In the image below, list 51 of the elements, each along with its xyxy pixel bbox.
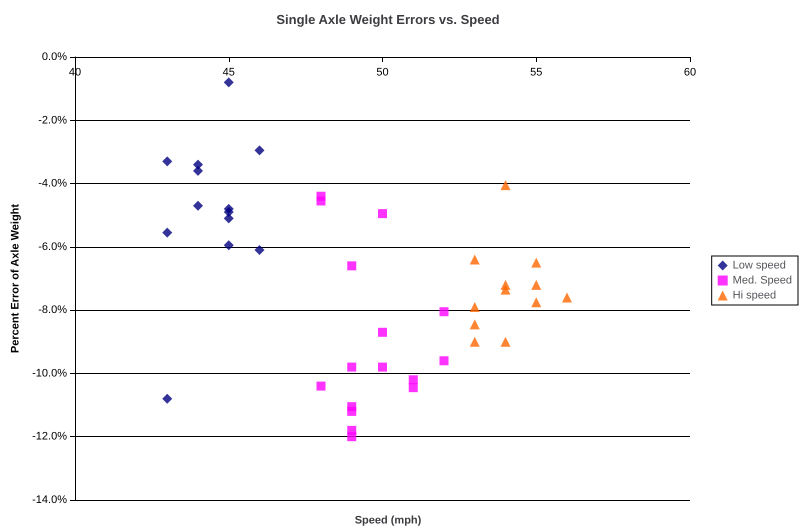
point	[440, 356, 448, 366]
point	[408, 383, 418, 392]
point	[347, 261, 356, 270]
y-tick-label: -6.0%	[38, 240, 68, 253]
point	[378, 362, 387, 372]
point	[500, 284, 510, 295]
point	[378, 209, 387, 218]
point	[224, 213, 234, 224]
x-tick-label: 60	[684, 66, 696, 78]
point	[316, 196, 326, 206]
point	[470, 302, 480, 312]
point	[193, 200, 203, 211]
chart-title: Single Axle Weight Errors vs. Speed	[276, 12, 500, 27]
point	[316, 382, 326, 391]
point	[224, 240, 234, 250]
legend-label: Med. Speed	[732, 274, 792, 286]
y-tick-label: -14.0%	[32, 494, 68, 506]
point	[470, 254, 480, 265]
y-tick-label: -8.0%	[38, 304, 68, 316]
point	[440, 307, 448, 316]
point	[470, 319, 480, 330]
point	[162, 156, 172, 166]
point	[531, 297, 542, 308]
point	[254, 245, 264, 256]
point	[500, 180, 510, 190]
y-tick-label: -4.0%	[38, 178, 68, 190]
point	[347, 406, 356, 416]
point	[562, 292, 572, 302]
x-tick-label: 45	[222, 66, 235, 78]
point	[254, 145, 264, 156]
point	[162, 228, 172, 238]
x-tick-label: 55	[530, 66, 542, 78]
y-tick-label: -12.0%	[32, 430, 68, 443]
point	[378, 328, 387, 337]
point	[347, 362, 356, 372]
point	[224, 77, 234, 88]
y-tick-label: -10.0%	[32, 367, 68, 380]
x-tick-label: 50	[376, 66, 389, 78]
x-axis-title: Speed (mph)	[354, 514, 422, 526]
point	[500, 336, 510, 347]
y-axis-title: Percent Error of Axle Weight	[10, 204, 22, 354]
point	[193, 166, 203, 176]
point	[531, 258, 542, 268]
point	[347, 432, 356, 442]
point	[470, 336, 480, 347]
legend-label: Hi speed	[732, 290, 776, 302]
point	[162, 394, 172, 404]
point	[531, 280, 542, 290]
y-tick-label: -2.0%	[38, 114, 68, 126]
legend-label: Low speed	[732, 260, 786, 272]
y-tick-label: 0.0%	[42, 51, 68, 63]
